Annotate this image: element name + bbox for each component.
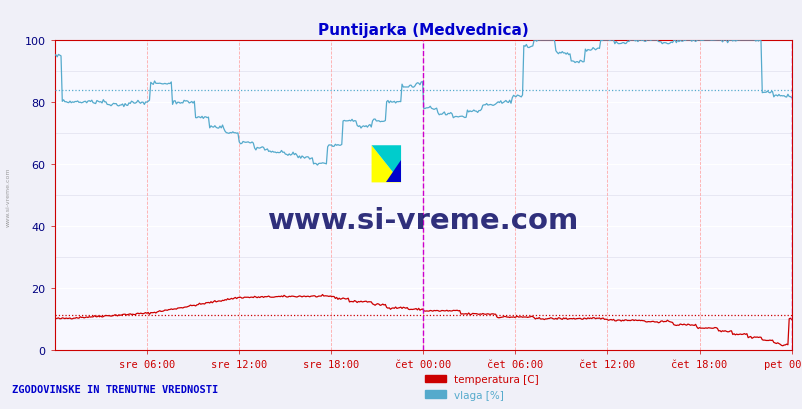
Text: ZGODOVINSKE IN TRENUTNE VREDNOSTI: ZGODOVINSKE IN TRENUTNE VREDNOSTI xyxy=(12,384,218,394)
Text: www.si-vreme.com: www.si-vreme.com xyxy=(6,166,10,226)
Polygon shape xyxy=(371,146,400,183)
Legend: temperatura [C], vlaga [%]: temperatura [C], vlaga [%] xyxy=(420,370,542,404)
Polygon shape xyxy=(386,161,400,183)
Polygon shape xyxy=(371,146,400,183)
Title: Puntijarka (Medvednica): Puntijarka (Medvednica) xyxy=(318,23,528,38)
Text: www.si-vreme.com: www.si-vreme.com xyxy=(267,206,578,234)
